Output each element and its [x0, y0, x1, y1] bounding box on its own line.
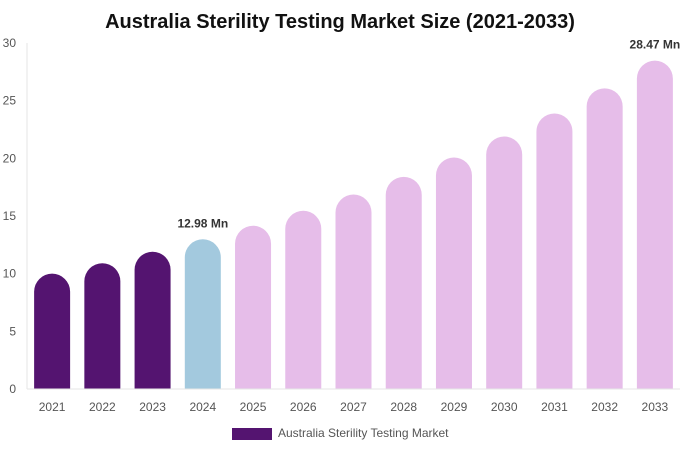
x-tick-label: 2031 — [541, 400, 568, 414]
x-tick-label: 2025 — [240, 400, 267, 414]
x-tick-label: 2032 — [591, 400, 618, 414]
bar-2024[interactable] — [184, 239, 221, 389]
bar-2025[interactable] — [235, 225, 272, 389]
x-tick-label: 2023 — [139, 400, 166, 414]
y-tick-label: 0 — [9, 382, 16, 396]
x-tick-label: 2021 — [39, 400, 66, 414]
data-label: 12.98 Mn — [177, 216, 228, 230]
bar-2028[interactable] — [385, 176, 422, 389]
bar-2030[interactable] — [486, 136, 523, 389]
chart-title: Australia Sterility Testing Market Size … — [105, 11, 575, 33]
bar-2026[interactable] — [285, 210, 322, 389]
data-labels: 12.98 Mn 28.47 Mn — [177, 38, 680, 231]
bar-2022[interactable] — [84, 263, 121, 389]
y-tick-label: 10 — [3, 267, 17, 281]
y-axis: 0 5 10 15 20 25 30 — [3, 36, 28, 396]
bars — [34, 60, 673, 390]
y-tick-label: 30 — [3, 36, 17, 50]
x-tick-label: 2028 — [390, 400, 417, 414]
x-tick-label: 2024 — [189, 400, 216, 414]
x-axis: 2021 2022 2023 2024 2025 2026 2027 2028 2029 2030… — [27, 388, 680, 414]
y-tick-label: 25 — [3, 94, 17, 108]
bar-2031[interactable] — [536, 113, 573, 389]
bar-2023[interactable] — [134, 251, 171, 389]
bar-2032[interactable] — [586, 88, 623, 390]
y-tick-label: 15 — [3, 209, 17, 223]
x-tick-label: 2026 — [290, 400, 317, 414]
data-label: 28.47 Mn — [630, 38, 680, 52]
legend-label: Australia Sterility Testing Market — [278, 426, 449, 440]
bar-2027[interactable] — [335, 194, 372, 389]
legend-swatch — [232, 428, 272, 440]
y-tick-label: 5 — [9, 324, 16, 338]
bar-2033[interactable] — [636, 60, 673, 390]
x-tick-label: 2027 — [340, 400, 367, 414]
x-tick-label: 2029 — [441, 400, 468, 414]
bar-2029[interactable] — [435, 157, 472, 389]
x-tick-label: 2033 — [642, 400, 669, 414]
legend[interactable]: Australia Sterility Testing Market — [232, 426, 449, 440]
x-tick-label: 2022 — [89, 400, 116, 414]
x-tick-label: 2030 — [491, 400, 518, 414]
y-tick-label: 20 — [3, 151, 17, 165]
bar-2021[interactable] — [34, 273, 71, 389]
